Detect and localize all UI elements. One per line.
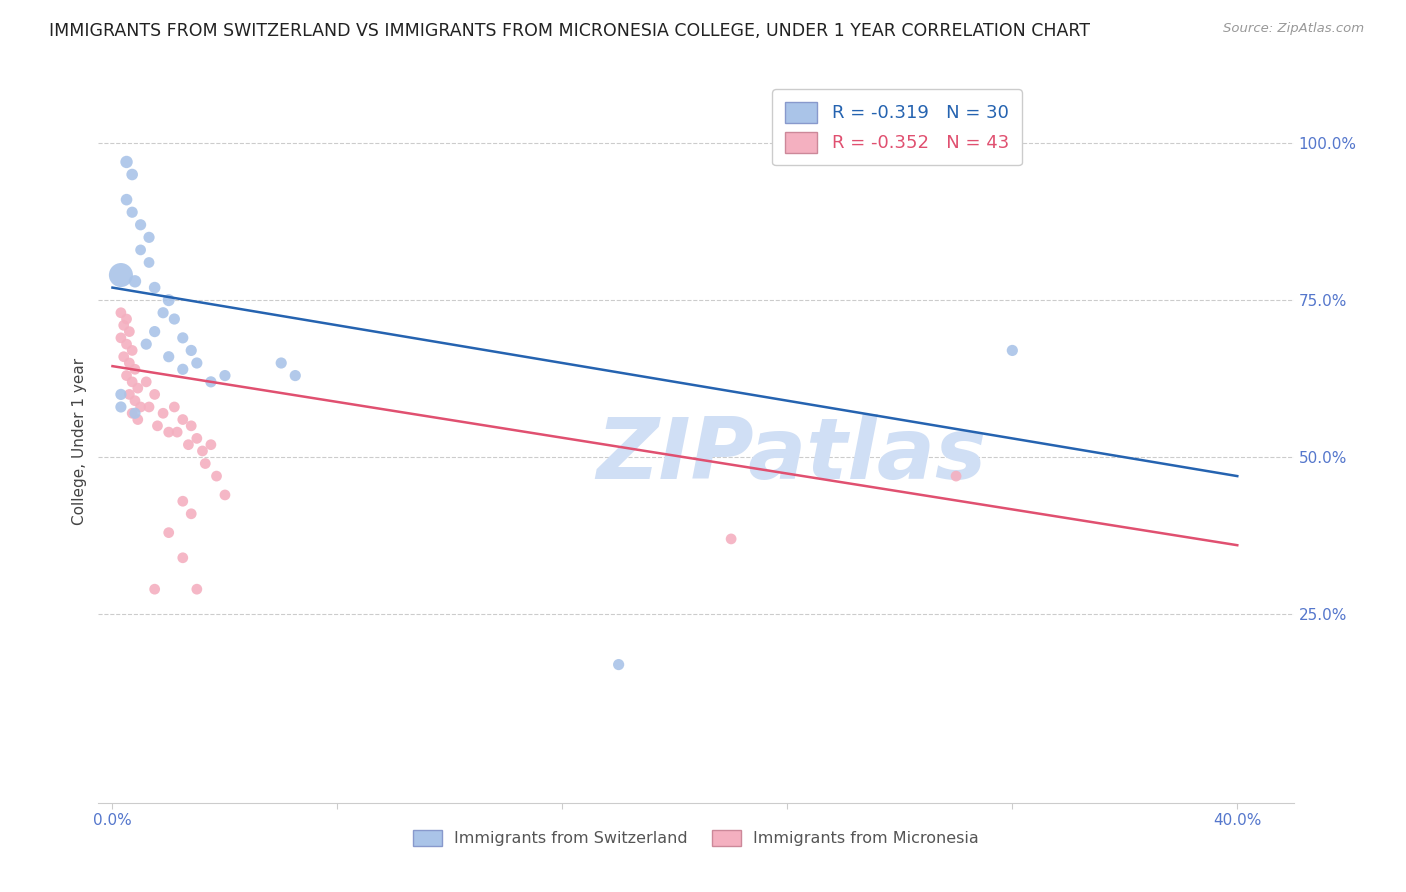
Point [214,368,236,383]
Point [194,457,217,471]
Point [121,205,143,219]
Point [205,469,228,483]
Point [143,582,166,597]
Point [284,368,307,383]
Point [135,375,157,389]
Point [118,387,141,401]
Point [172,412,194,426]
Point [124,406,146,420]
Point [124,362,146,376]
Point [115,193,138,207]
Point [129,400,152,414]
Legend: Immigrants from Switzerland, Immigrants from Micronesia: Immigrants from Switzerland, Immigrants … [406,823,986,853]
Point [129,243,152,257]
Point [110,306,132,320]
Point [129,218,152,232]
Point [143,325,166,339]
Point [157,350,180,364]
Point [720,532,742,546]
Point [157,425,180,439]
Text: IMMIGRANTS FROM SWITZERLAND VS IMMIGRANTS FROM MICRONESIA COLLEGE, UNDER 1 YEAR : IMMIGRANTS FROM SWITZERLAND VS IMMIGRANT… [49,22,1090,40]
Point [121,343,143,358]
Point [121,406,143,420]
Point [138,230,160,244]
Point [607,657,630,672]
Point [157,525,180,540]
Point [166,425,188,439]
Point [172,550,194,565]
Point [124,393,146,408]
Point [200,375,222,389]
Point [115,155,138,169]
Point [163,312,186,326]
Point [112,350,135,364]
Point [121,375,143,389]
Point [118,325,141,339]
Point [112,318,135,333]
Point [214,488,236,502]
Point [152,406,174,420]
Point [138,400,160,414]
Point [110,331,132,345]
Point [127,412,149,426]
Point [1001,343,1024,358]
Point [945,469,967,483]
Point [143,387,166,401]
Point [186,356,208,370]
Y-axis label: College, Under 1 year: College, Under 1 year [72,358,87,525]
Point [177,438,200,452]
Point [110,387,132,401]
Point [157,293,180,308]
Point [110,400,132,414]
Point [180,418,202,433]
Point [200,438,222,452]
Point [163,400,186,414]
Point [180,507,202,521]
Point [118,356,141,370]
Point [138,255,160,269]
Point [121,168,143,182]
Point [115,337,138,351]
Point [152,306,174,320]
Point [186,431,208,445]
Point [270,356,292,370]
Point [146,418,169,433]
Point [127,381,149,395]
Text: Source: ZipAtlas.com: Source: ZipAtlas.com [1223,22,1364,36]
Point [172,331,194,345]
Point [124,274,146,288]
Point [186,582,208,597]
Point [172,494,194,508]
Point [143,280,166,294]
Point [115,312,138,326]
Text: ZIPatlas: ZIPatlas [596,415,987,498]
Point [191,444,214,458]
Point [135,337,157,351]
Point [110,268,132,282]
Point [115,368,138,383]
Point [180,343,202,358]
Point [172,362,194,376]
